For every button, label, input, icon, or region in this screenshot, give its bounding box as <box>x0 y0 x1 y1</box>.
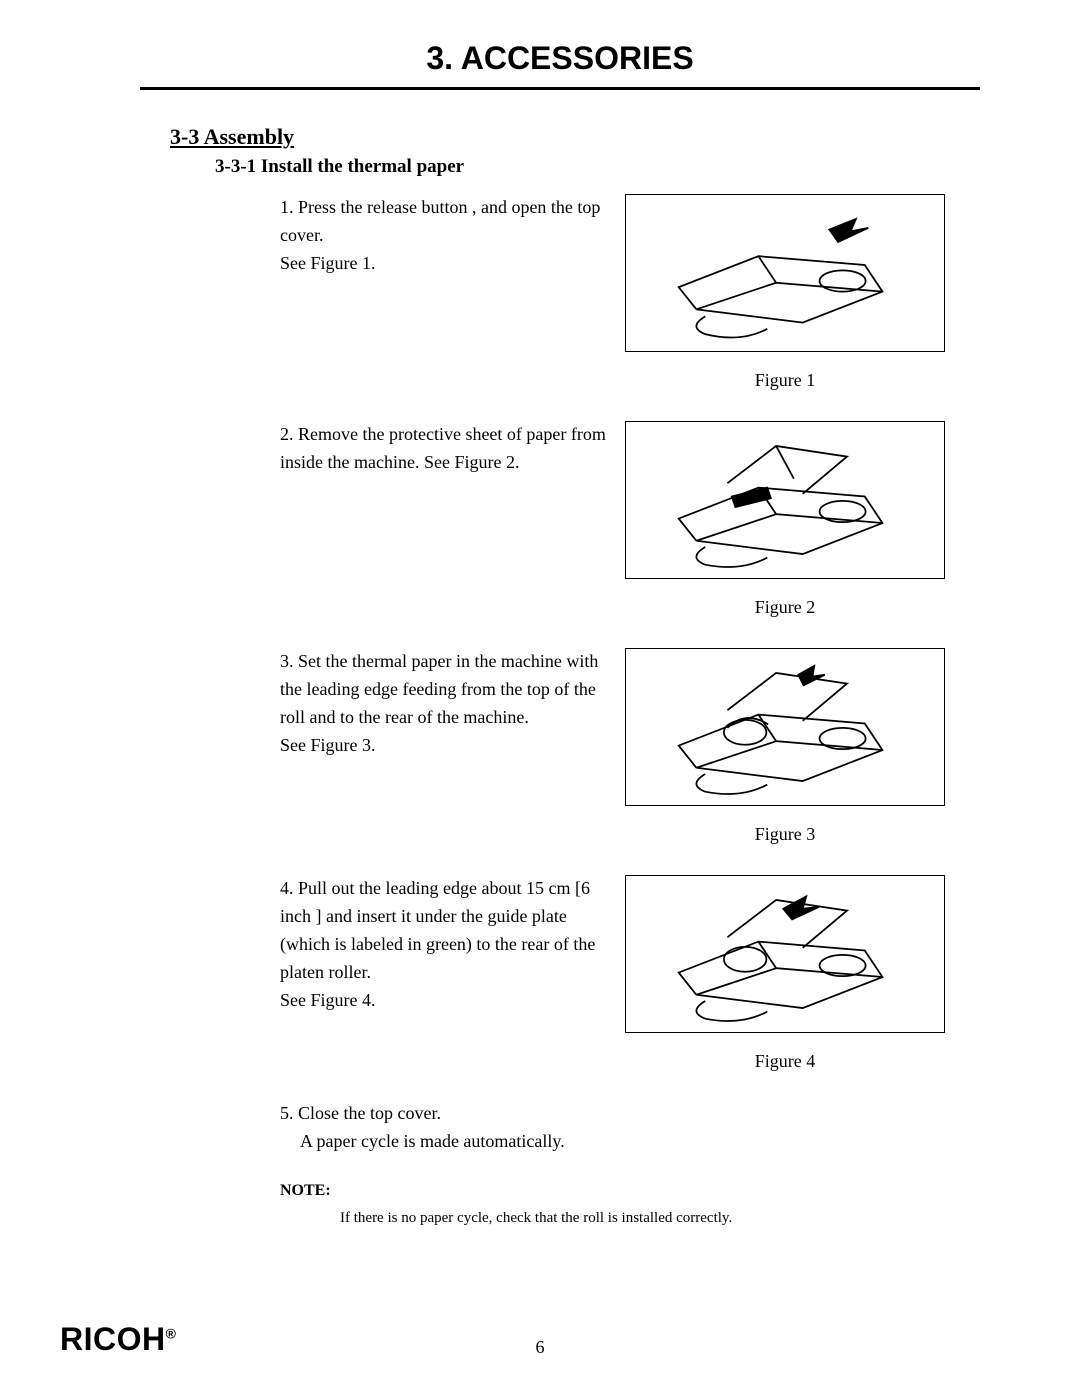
step-text: 2. Remove the protective sheet of paper … <box>280 421 625 477</box>
figure-caption: Figure 4 <box>755 1051 816 1072</box>
figure-caption: Figure 3 <box>755 824 816 845</box>
page-footer: RICOH® 6 <box>0 1321 1080 1358</box>
figure-caption: Figure 1 <box>755 370 816 391</box>
steps-container: 1. Press the release button , and open t… <box>280 194 990 1072</box>
brand-name: RICOH <box>60 1321 166 1357</box>
step-row: 2. Remove the protective sheet of paper … <box>280 421 990 618</box>
step-body: Pull out the leading edge about 15 cm [6… <box>280 878 595 1010</box>
note-label: NOTE: <box>280 1182 990 1200</box>
subsection-heading: 3-3-1 Install the thermal paper <box>215 156 990 178</box>
figure-2-illustration <box>625 421 945 579</box>
brand-logo: RICOH® <box>60 1321 176 1358</box>
figure-4-illustration <box>625 875 945 1033</box>
step-body-line1: Close the top cover. <box>298 1103 441 1123</box>
figure-caption: Figure 2 <box>755 597 816 618</box>
step-number: 3. <box>280 651 294 671</box>
step-text: 1. Press the release button , and open t… <box>280 194 625 278</box>
step-row: 4. Pull out the leading edge about 15 cm… <box>280 875 990 1072</box>
step-row: 1. Press the release button , and open t… <box>280 194 990 391</box>
step-5: 5. Close the top cover. A paper cycle is… <box>280 1100 990 1156</box>
step-number: 2. <box>280 424 294 444</box>
figure-block: Figure 2 <box>625 421 945 618</box>
registered-mark: ® <box>166 1325 177 1341</box>
note-text: If there is no paper cycle, check that t… <box>340 1210 990 1227</box>
step-body: Set the thermal paper in the machine wit… <box>280 651 598 755</box>
step-number: 5. <box>280 1103 294 1123</box>
section-heading: 3-3 Assembly <box>170 124 990 150</box>
chapter-title: 3. ACCESSORIES <box>140 40 980 90</box>
step-number: 4. <box>280 878 294 898</box>
figure-1-illustration <box>625 194 945 352</box>
step-body: Press the release button , and open the … <box>280 197 600 273</box>
step-body-line2: A paper cycle is made automatically. <box>300 1131 565 1151</box>
step-text: 4. Pull out the leading edge about 15 cm… <box>280 875 625 1014</box>
step-row: 3. Set the thermal paper in the machine … <box>280 648 990 845</box>
step-number: 1. <box>280 197 294 217</box>
figure-3-illustration <box>625 648 945 806</box>
step-text: 3. Set the thermal paper in the machine … <box>280 648 625 760</box>
figure-block: Figure 1 <box>625 194 945 391</box>
page-number: 6 <box>536 1337 545 1358</box>
figure-block: Figure 4 <box>625 875 945 1072</box>
step-body: Remove the protective sheet of paper fro… <box>280 424 606 472</box>
note-block: NOTE: If there is no paper cycle, check … <box>280 1182 990 1227</box>
figure-block: Figure 3 <box>625 648 945 845</box>
